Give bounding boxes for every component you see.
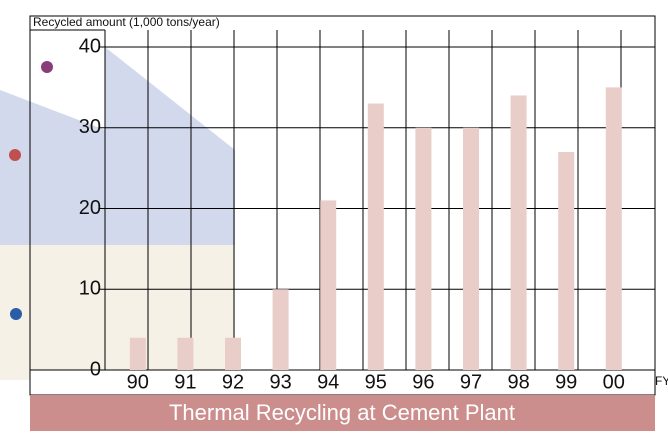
- bar: [177, 338, 193, 370]
- decor-ball: [9, 149, 21, 161]
- y-tick-label: 30: [79, 116, 101, 138]
- x-tick-label: 92: [222, 371, 244, 393]
- x-tick-label: 00: [603, 371, 625, 393]
- bar: [558, 152, 574, 370]
- x-tick-label: 96: [412, 371, 434, 393]
- y-tick-label: 0: [90, 358, 101, 380]
- bar: [415, 128, 431, 370]
- x-tick-label: 94: [317, 371, 339, 393]
- x-tick-label: 91: [174, 371, 196, 393]
- decor-shape: [0, 245, 235, 380]
- y-tick-label: 10: [79, 278, 101, 300]
- x-tick-label: 98: [507, 371, 529, 393]
- y-tick-label: 20: [79, 197, 101, 219]
- x-tick-label: 90: [127, 371, 149, 393]
- bar: [320, 200, 336, 370]
- y-tick-label: 40: [79, 35, 101, 57]
- bar: [368, 104, 384, 370]
- y-axis-label: Recycled amount (1,000 tons/year): [33, 15, 220, 29]
- bar: [130, 338, 146, 370]
- decor-ball: [41, 61, 53, 73]
- chart: Recycled amount (1,000 tons/year) FY The…: [0, 0, 668, 435]
- x-axis-label: FY: [655, 374, 668, 388]
- decor-ball: [10, 308, 22, 320]
- x-tick-label: 93: [269, 371, 291, 393]
- chart-title: Thermal Recycling at Cement Plant: [169, 400, 515, 425]
- bar: [511, 95, 527, 370]
- bar: [225, 338, 241, 370]
- bar: [463, 128, 479, 370]
- bar: [606, 87, 622, 370]
- x-tick-label: 95: [365, 371, 387, 393]
- x-tick-label: 97: [460, 371, 482, 393]
- bar: [273, 289, 289, 370]
- x-tick-label: 99: [555, 371, 577, 393]
